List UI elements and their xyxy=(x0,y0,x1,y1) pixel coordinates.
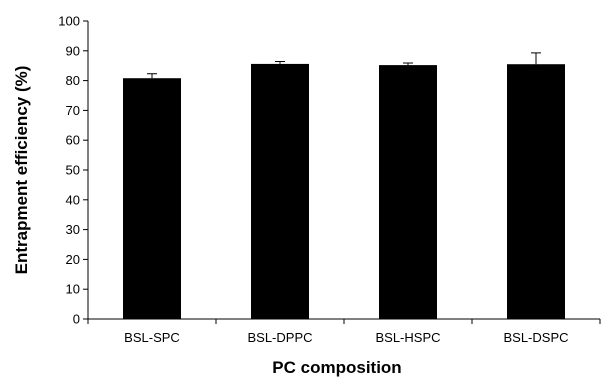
y-tick-label: 70 xyxy=(66,103,80,118)
x-axis-ticks: BSL-SPC BSL-DPPC BSL-HSPC BSL-DSPC xyxy=(87,319,601,345)
y-tick-label: 20 xyxy=(66,252,80,267)
x-category-label: BSL-SPC xyxy=(124,330,180,345)
bar-bsl-spc xyxy=(123,78,181,319)
y-axis-title: Entrapment efficiency (%) xyxy=(12,66,31,275)
x-axis-title: PC composition xyxy=(272,358,401,377)
y-tick-label: 90 xyxy=(66,43,80,58)
bar-bsl-dppc xyxy=(251,63,309,319)
y-tick-label: 30 xyxy=(66,222,80,237)
y-tick-label: 0 xyxy=(73,312,80,327)
bar-bsl-dspc xyxy=(507,64,565,320)
y-axis-ticks: 0 10 20 30 40 50 60 70 80 90 100 xyxy=(58,14,88,327)
y-tick-label: 80 xyxy=(66,73,80,88)
y-tick-label: 60 xyxy=(66,133,80,148)
bar-bsl-hspc xyxy=(379,65,437,319)
y-tick-label: 40 xyxy=(66,192,80,207)
x-category-label: BSL-DPPC xyxy=(247,330,312,345)
error-bars xyxy=(147,52,541,79)
y-tick-label: 10 xyxy=(66,282,80,297)
y-tick-label: 50 xyxy=(66,163,80,178)
bars xyxy=(123,63,565,320)
x-category-label: BSL-HSPC xyxy=(375,330,440,345)
y-tick-label: 100 xyxy=(58,14,80,29)
x-category-label: BSL-DSPC xyxy=(503,330,568,345)
